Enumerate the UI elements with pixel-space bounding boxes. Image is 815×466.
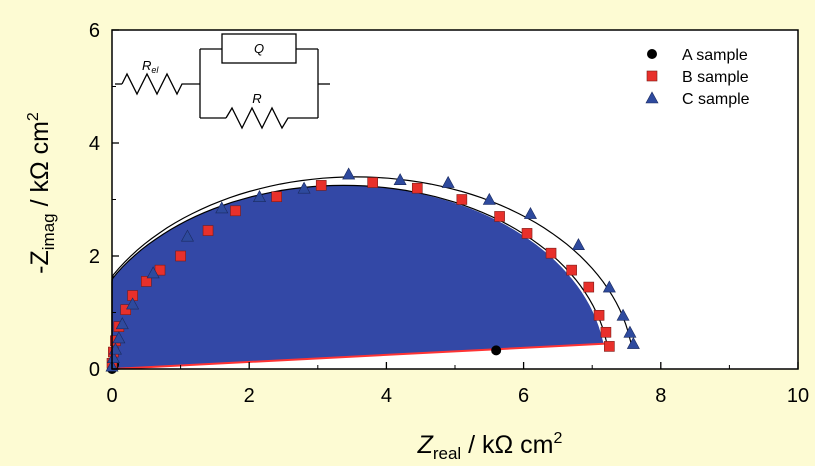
filled-region-baseline — [111, 342, 606, 370]
y-tick-label-0: 0 — [89, 359, 100, 381]
data-point-c — [112, 331, 126, 344]
data-point-c — [523, 206, 537, 219]
legend-marker-c — [645, 91, 659, 104]
fit-curve-2 — [111, 176, 634, 369]
data-point-c — [180, 229, 194, 242]
data-point-c — [342, 167, 356, 180]
x-tick-label-0: 0 — [106, 385, 117, 407]
data-point-b — [593, 310, 605, 321]
equivalent-circuit-diagram — [115, 33, 330, 130]
x-tick-label-2: 2 — [244, 385, 255, 407]
data-point-c — [106, 351, 120, 364]
data-point-c — [602, 280, 616, 293]
legend: A sample B sample C sample — [645, 47, 750, 108]
data-point-b — [494, 211, 505, 222]
x-tick-label-10: 10 — [787, 385, 809, 407]
y-tick-label-2: 2 — [89, 246, 100, 268]
axis-ticks-layer: 0 2 4 6 8 10 0 2 4 6 — [89, 20, 809, 407]
data-point-c — [571, 238, 585, 250]
data-point-c — [441, 175, 455, 188]
x-axis-title: Zreal / kΩ cm2 — [417, 430, 563, 463]
data-point-b — [456, 194, 468, 205]
data-point-c — [393, 173, 407, 186]
legend-marker-b — [646, 70, 658, 82]
data-point-c — [482, 192, 496, 205]
data-point-b — [566, 264, 577, 276]
data-point-b — [367, 177, 378, 188]
resistor-r — [225, 106, 318, 130]
data-point-b — [175, 250, 186, 262]
filled-region-layer — [111, 185, 606, 370]
filled-region — [112, 185, 606, 369]
data-point-b — [411, 182, 423, 194]
resistor-r-el — [121, 72, 200, 96]
fit-curves-layer — [111, 176, 634, 369]
y-tick-label-6: 6 — [89, 20, 100, 42]
data-point-b — [600, 326, 612, 338]
data-point-a — [491, 345, 502, 356]
data-point-b — [604, 341, 615, 352]
legend-label-b: B sample — [682, 69, 749, 86]
data-point-b — [583, 281, 595, 293]
legend-marker-a — [647, 49, 657, 59]
data-point-c — [616, 308, 630, 321]
data-point-c — [623, 325, 637, 338]
data-point-c — [115, 317, 129, 330]
data-point-b — [120, 304, 132, 315]
data-point-b — [202, 225, 214, 236]
data-point-b — [315, 180, 327, 191]
data-point-c — [252, 190, 266, 202]
data-point-c — [146, 266, 160, 279]
legend-label-a: A sample — [682, 47, 748, 64]
data-point-b — [545, 247, 557, 259]
data-point-b — [521, 228, 533, 239]
data-point-c — [626, 336, 640, 349]
circuit-label-r-el: Rel — [142, 58, 159, 75]
circuit-label-r: R — [252, 91, 261, 106]
legend-label-c: C sample — [682, 91, 750, 108]
data-point-b — [141, 276, 152, 287]
data-point-c — [215, 201, 229, 214]
x-tick-label-8: 8 — [655, 385, 666, 407]
x-tick-label-6: 6 — [518, 385, 529, 407]
x-tick-label-4: 4 — [381, 385, 392, 407]
y-tick-label-4: 4 — [89, 133, 100, 155]
data-point-c — [126, 297, 140, 310]
circuit-label-q: Q — [254, 41, 264, 56]
y-axis-title: -Zimag / kΩ cm2 — [25, 112, 58, 274]
data-point-b — [230, 205, 241, 217]
data-point-c — [297, 181, 311, 194]
data-point-b — [271, 191, 282, 202]
fit-curve-1 — [111, 184, 610, 369]
